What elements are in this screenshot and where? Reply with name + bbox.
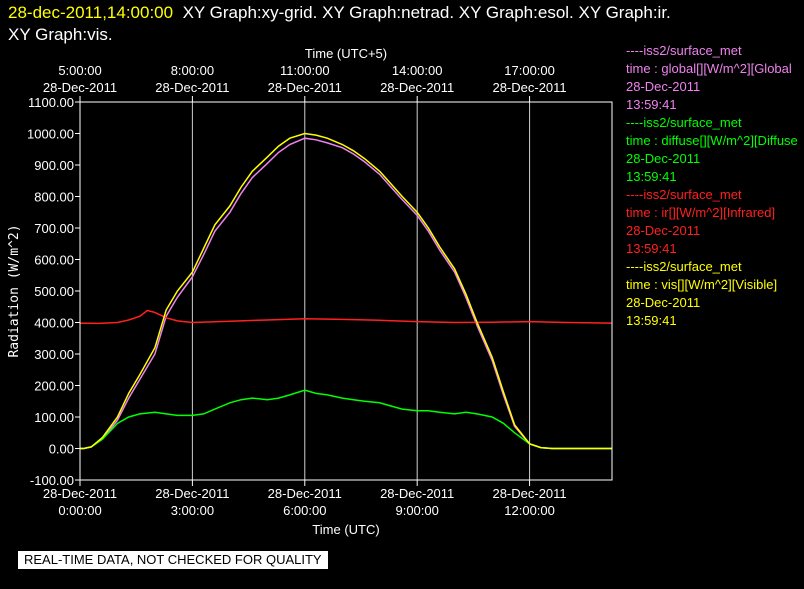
series-line-global — [80, 137, 612, 450]
y-tick-label: 800.00 — [34, 190, 74, 205]
legend-variable: time : vis[][W/m^2][Visible] — [626, 277, 778, 292]
legend-source: ----iss2/surface_met — [626, 187, 742, 202]
y-axis: -100.00 0.00 100.00 200.00 300.00 400.00 500.0… — [27, 95, 80, 488]
legend-time: 13:59:41 — [626, 241, 677, 256]
x2-tick-label-date: 28-Dec-2011 — [380, 80, 454, 95]
legend-date: 28-Dec-2011 — [626, 151, 701, 166]
legend-time: 13:59:41 — [626, 313, 677, 328]
x2-tick-label-date: 28-Dec-2011 — [492, 80, 566, 95]
x-axis-label: Time (UTC) — [312, 522, 379, 537]
header: 28-dec-2011,14:00:00 XY Graph:xy-grid. X… — [8, 2, 798, 46]
x2-tick-label-time: 11:00:00 — [280, 63, 330, 78]
x2-tick-label-time: 5:00:00 — [58, 63, 101, 78]
x2-tick-label-date: 28-Dec-2011 — [43, 80, 117, 95]
y-tick-label: 1000.00 — [27, 127, 74, 142]
y-tick-label: 400.00 — [34, 316, 74, 331]
x2-axis: 5:00:00 28-Dec-2011 8:00:00 28-Dec-2011 11:0… — [43, 63, 567, 102]
y-tick-label: 500.00 — [34, 284, 74, 299]
x2-tick-label-date: 28-Dec-2011 — [155, 80, 229, 95]
y-tick-label: 700.00 — [34, 221, 74, 236]
y-tick-label: 0.00 — [49, 442, 74, 457]
legend: ----iss2/surface_met time : global[][W/m… — [626, 42, 804, 330]
x2-tick-label-time: 8:00:00 — [171, 63, 214, 78]
y-tick-label: 1100.00 — [28, 95, 74, 110]
series-lines — [79, 132, 613, 450]
legend-source: ----iss2/surface_met — [626, 259, 742, 274]
x-tick-label-date: 28-Dec-2011 — [380, 486, 454, 501]
x-tick-label-time: 9:00:00 — [395, 503, 438, 518]
legend-time: 13:59:41 — [626, 169, 677, 184]
x-axis: 28-Dec-2011 0:00:00 28-Dec-2011 3:00:00 28-D… — [43, 480, 567, 518]
legend-source: ----iss2/surface_met — [626, 43, 742, 58]
legend-item-vis[interactable]: ----iss2/surface_met time : vis[][W/m^2]… — [626, 258, 804, 330]
header-graph-list-2[interactable]: XY Graph:vis. — [8, 25, 113, 44]
legend-source: ----iss2/surface_met — [626, 115, 742, 130]
y-tick-label: -100.00 — [30, 473, 74, 488]
y-tick-label: 200.00 — [34, 379, 74, 394]
legend-date: 28-Dec-2011 — [626, 295, 701, 310]
legend-variable: time : global[][W/m^2][Global — [626, 61, 792, 76]
y-tick-label: 100.00 — [34, 410, 74, 425]
x-tick-label-time: 6:00:00 — [283, 503, 326, 518]
x-tick-label-time: 3:00:00 — [171, 503, 214, 518]
legend-item-diffuse[interactable]: ----iss2/surface_met time : diffuse[][W/… — [626, 114, 804, 186]
x2-axis-label: Time (UTC+5) — [305, 46, 387, 61]
x-tick-label-time: 12:00:00 — [504, 503, 555, 518]
legend-time: 13:59:41 — [626, 97, 677, 112]
legend-item-global[interactable]: ----iss2/surface_met time : global[][W/m… — [626, 42, 804, 114]
header-time: 28-dec-2011,14:00:00 — [8, 3, 174, 22]
x-tick-label-date: 28-Dec-2011 — [43, 486, 117, 501]
y-axis-label: Radiation (W/m^2) — [7, 224, 22, 357]
plot-frame — [79, 101, 613, 481]
y-tick-label: 600.00 — [34, 253, 74, 268]
legend-date: 28-Dec-2011 — [626, 79, 701, 94]
y-tick-label: 300.00 — [34, 347, 74, 362]
x-tick-label-time: 0:00:00 — [58, 503, 101, 518]
header-graph-list[interactable]: XY Graph:xy-grid. XY Graph:netrad. XY Gr… — [182, 3, 671, 22]
grid — [79, 102, 531, 480]
series-line-ir — [79, 309, 613, 325]
quality-notice: REAL-TIME DATA, NOT CHECKED FOR QUALITY — [18, 551, 328, 569]
legend-variable: time : ir[][W/m^2][Infrared] — [626, 205, 776, 220]
legend-item-ir[interactable]: ----iss2/surface_met time : ir[][W/m^2][… — [626, 186, 804, 258]
x2-tick-label-time: 17:00:00 — [504, 63, 555, 78]
legend-variable: time : diffuse[][W/m^2][Diffuse — [626, 133, 798, 148]
x-tick-label-date: 28-Dec-2011 — [155, 486, 229, 501]
legend-date: 28-Dec-2011 — [626, 223, 701, 238]
x-tick-label-date: 28-Dec-2011 — [268, 486, 342, 501]
x-tick-label-date: 28-Dec-2011 — [492, 486, 566, 501]
x2-tick-label-time: 14:00:00 — [392, 63, 443, 78]
x2-tick-label-date: 28-Dec-2011 — [268, 80, 342, 95]
y-tick-label: 900.00 — [34, 158, 74, 173]
series-line-diffuse — [80, 389, 612, 450]
series-line-vis — [80, 132, 612, 450]
